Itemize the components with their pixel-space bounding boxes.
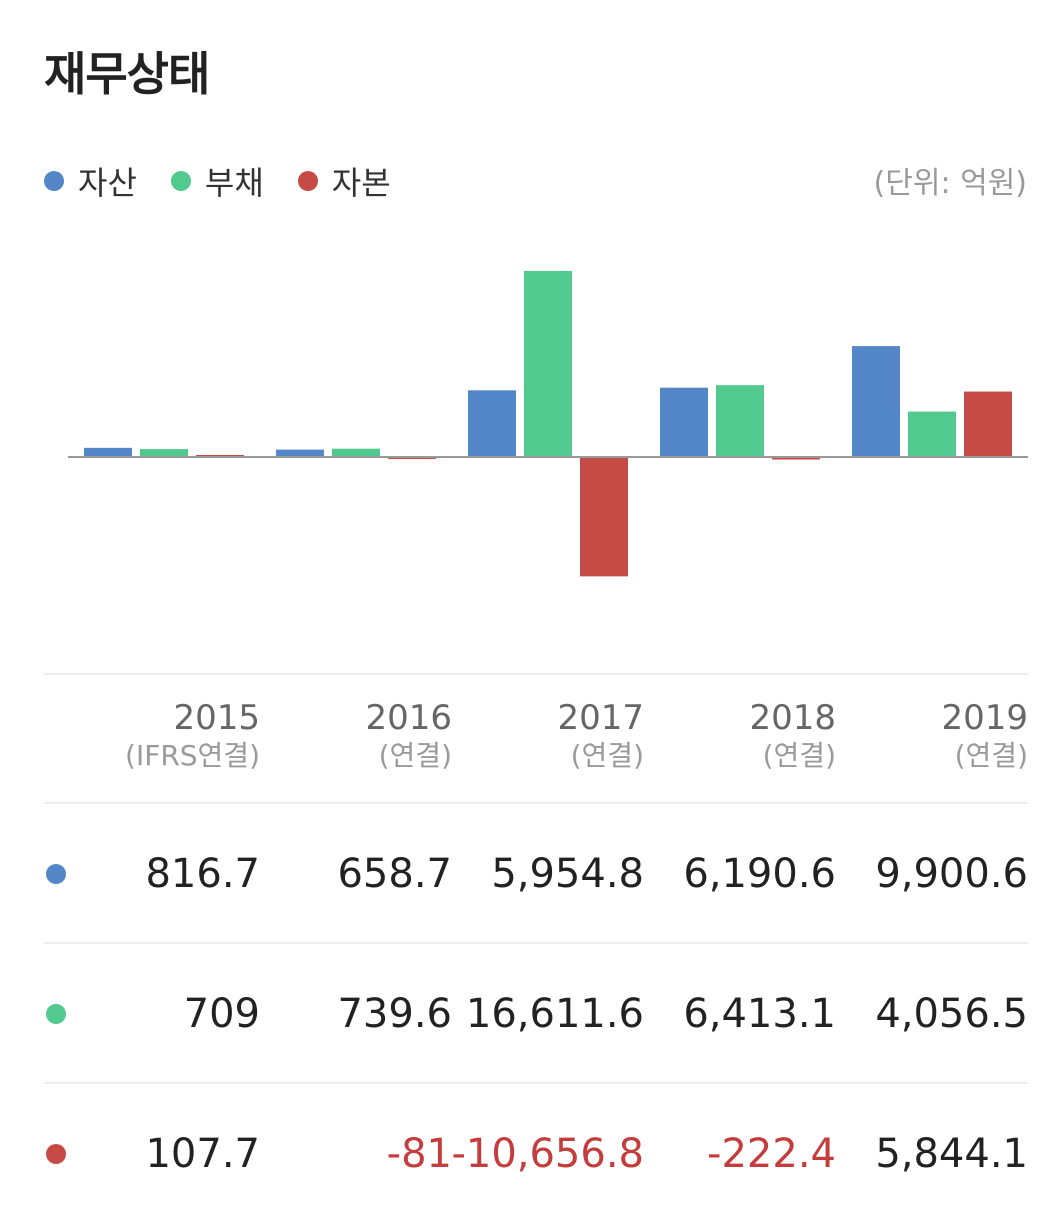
column-sub: (연결) [762, 739, 836, 772]
legend-label-liabilities: 부채 [204, 164, 264, 202]
bar-2019-2 [964, 391, 1012, 457]
table-cell: 739.6 [337, 991, 452, 1037]
bar-2018-0 [660, 387, 708, 457]
table-cell: 5,844.1 [875, 1131, 1028, 1177]
table-cell: 6,190.6 [683, 851, 836, 897]
table-cell: -81 [386, 1131, 452, 1177]
column-year: 2016 [365, 698, 452, 738]
bar-chart [68, 270, 1028, 577]
table-cell: -222.4 [707, 1131, 836, 1177]
bar-2016-1 [332, 448, 380, 457]
table-cell: -10,656.8 [451, 1131, 644, 1177]
column-year: 2018 [749, 698, 836, 738]
bar-2015-1 [140, 449, 188, 457]
column-year: 2017 [557, 698, 644, 738]
legend-dot-equity [297, 171, 318, 191]
row-dot-2 [46, 1144, 66, 1164]
divider-header [44, 802, 1028, 804]
legend-item-assets: 자산 [44, 158, 137, 204]
column-header-2018: 2018 (연결) [636, 698, 836, 774]
column-sub: (연결) [954, 739, 1028, 772]
table-cell: 9,900.6 [875, 851, 1028, 897]
bar-2018-1 [716, 385, 764, 457]
bar-2017-1 [524, 270, 572, 457]
row-divider [44, 1082, 1028, 1084]
column-header-2016: 2016 (연결) [252, 698, 452, 774]
table-cell: 16,611.6 [465, 991, 644, 1037]
legend-label-assets: 자산 [78, 164, 137, 202]
column-sub: (IFRS연결) [125, 739, 260, 772]
table-cell: 4,056.5 [875, 991, 1028, 1037]
row-divider [44, 942, 1028, 944]
column-year: 2015 [173, 698, 260, 738]
column-sub: (연결) [570, 739, 644, 772]
bar-2015-0 [84, 447, 132, 457]
row-dot-1 [46, 1004, 66, 1024]
legend-dot-liabilities [170, 171, 191, 191]
bar-2019-0 [852, 346, 900, 457]
row-dot-0 [46, 864, 66, 884]
column-header-2015: 2015 (IFRS연결) [60, 698, 260, 774]
table-cell: 816.7 [145, 851, 260, 897]
table-cell: 5,954.8 [491, 851, 644, 897]
table-cell: 6,413.1 [683, 991, 836, 1037]
legend-item-equity: 자본 [297, 158, 391, 204]
bar-2019-1 [908, 411, 956, 457]
legend-label-equity: 자본 [331, 164, 391, 202]
column-year: 2019 [941, 698, 1028, 738]
table-cell: 658.7 [337, 851, 452, 897]
legend-item-liabilities: 부채 [170, 158, 264, 204]
legend-dot-assets [44, 171, 64, 191]
page-title: 재무상태 [44, 47, 210, 101]
divider-chart [44, 673, 1028, 675]
bar-2017-2 [580, 457, 628, 577]
bar-2017-0 [468, 390, 516, 457]
table-cell: 709 [183, 991, 260, 1037]
bar-2016-0 [276, 449, 324, 457]
column-header-2019: 2019 (연결) [828, 698, 1028, 774]
unit-label: (단위: 억원) [873, 166, 1027, 201]
table-cell: 107.7 [145, 1131, 260, 1177]
column-sub: (연결) [378, 739, 452, 772]
bar-2018-2 [772, 457, 820, 460]
chart-legend: 자산 부채 자본 [44, 158, 425, 204]
column-header-2017: 2017 (연결) [444, 698, 644, 774]
